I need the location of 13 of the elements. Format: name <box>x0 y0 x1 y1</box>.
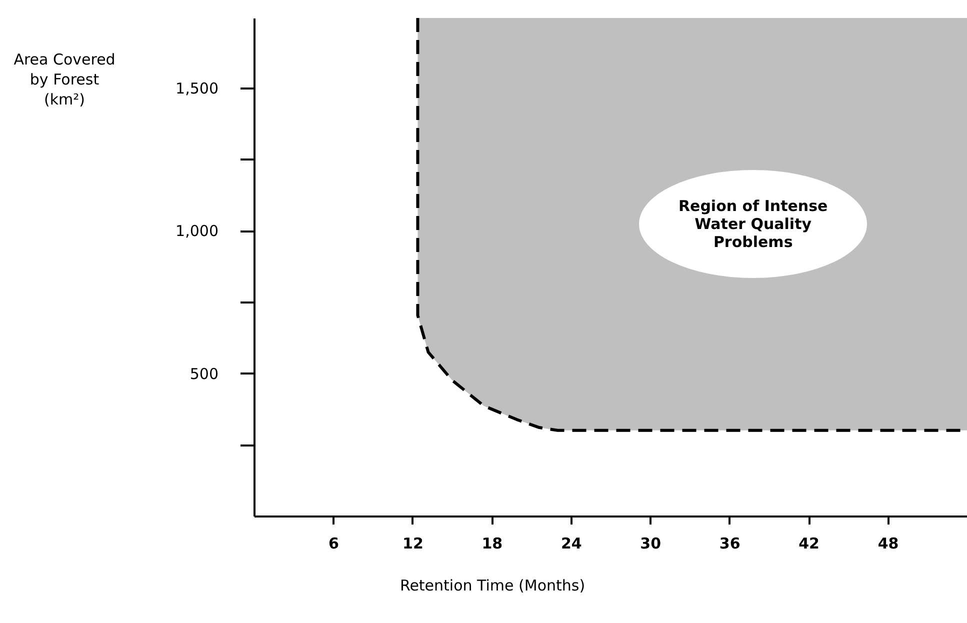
x-tick-label: 36 <box>719 534 740 552</box>
x-tick-label: 6 <box>328 534 339 552</box>
x-tick-label: 12 <box>402 534 424 552</box>
x-tick-label: 42 <box>798 534 820 552</box>
x-tick-label: 18 <box>482 534 503 552</box>
x-tick-label: 24 <box>560 534 582 552</box>
x-tick-label: 48 <box>878 534 899 552</box>
y-axis-title: Area Covered by Forest (km²) <box>14 50 116 108</box>
y-tick-label: 500 <box>190 364 218 383</box>
y-tick-label: 1,000 <box>176 222 218 240</box>
x-axis-title: Retention Time (Months) <box>400 576 586 594</box>
y-tick-label: 1,500 <box>176 79 218 98</box>
x-tick-label: 30 <box>640 534 662 552</box>
